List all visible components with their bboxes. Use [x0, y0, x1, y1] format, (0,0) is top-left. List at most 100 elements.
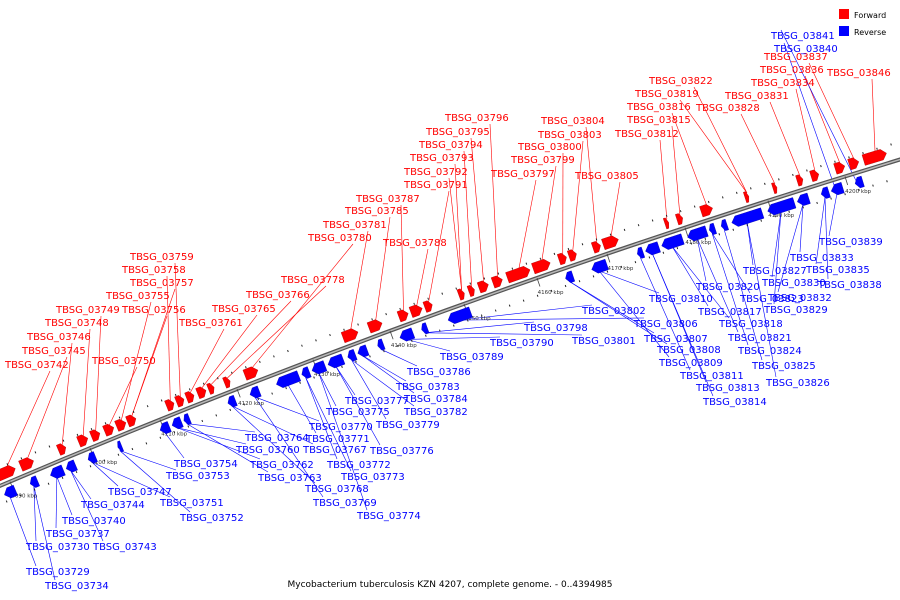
forward-gene-arrow: [847, 157, 860, 171]
minor-tick: [160, 399, 163, 402]
minor-tick: [764, 182, 766, 185]
reverse-leader-line: [459, 304, 593, 321]
minor-tick: [257, 397, 259, 401]
kbp-tick: [844, 176, 849, 186]
reverse-leader-line: [771, 210, 782, 278]
kbp-tick-label: 4100 kbp: [91, 460, 117, 466]
forward-leader-line: [871, 78, 876, 153]
forward-gene-label: TBSG_03800: [517, 142, 582, 153]
reverse-leader-line: [164, 432, 185, 459]
kbp-tick-label: 4090 kbp: [11, 493, 37, 499]
forward-gene-label: TBSG_03746: [26, 332, 91, 343]
minor-tick: [592, 275, 595, 278]
forward-gene-arrow: [56, 443, 67, 456]
reverse-gene-label: TBSG_03767: [302, 445, 367, 456]
reverse-gene-arrow: [50, 464, 66, 479]
legend: Forward Reverse: [839, 9, 886, 37]
legend-forward-swatch: [839, 9, 849, 19]
reverse-gene-label: TBSG_03773: [340, 472, 405, 483]
reverse-leader-line: [569, 281, 668, 345]
minor-tick: [146, 405, 149, 408]
minor-tick: [369, 355, 371, 358]
minor-tick: [441, 292, 444, 295]
reverse-gene-label: TBSG_03818: [718, 319, 783, 330]
minor-tick: [371, 318, 373, 321]
forward-gene-label: TBSG_03799: [510, 155, 575, 166]
minor-tick: [746, 224, 749, 227]
reverse-leader-line: [287, 383, 317, 434]
forward-leader-line: [428, 190, 450, 303]
forward-leader-line: [5, 370, 51, 469]
reverse-leader-line: [186, 423, 269, 473]
forward-leader-line: [795, 88, 816, 172]
reverse-leader-line: [119, 450, 191, 513]
forward-gene-arrow: [566, 249, 577, 262]
minor-tick: [245, 366, 247, 369]
minor-tick: [202, 382, 205, 385]
map-caption: Mycobacterium tuberculosis KZN 4207, com…: [287, 580, 612, 590]
forward-gene-label: TBSG_03797: [490, 169, 555, 180]
minor-tick: [750, 187, 752, 190]
reverse-gene-arrow: [87, 451, 98, 464]
minor-tick: [634, 261, 637, 264]
minor-tick: [357, 323, 359, 326]
forward-gene-label: TBSG_03837: [763, 52, 828, 63]
minor-tick: [89, 465, 92, 468]
reverse-gene-label: TBSG_03838: [817, 280, 882, 291]
reverse-leader-line: [186, 423, 256, 433]
minor-tick: [427, 297, 430, 300]
reverse-leader-line: [711, 233, 751, 294]
forward-gene-label: TBSG_03745: [21, 346, 86, 357]
minor-tick: [536, 294, 539, 297]
minor-tick: [704, 237, 707, 240]
minor-tick: [273, 355, 275, 358]
minor-tick: [862, 151, 864, 155]
forward-gene-label: TBSG_03805: [574, 171, 639, 182]
reverse-gene-arrow: [731, 207, 765, 227]
reverse-gene-label: TBSG_03827: [742, 266, 807, 277]
forward-gene-arrow: [833, 161, 846, 175]
forward-gene-arrow: [490, 275, 503, 289]
minor-tick: [230, 371, 233, 374]
minor-tick: [174, 393, 177, 397]
reverse-leader-line: [56, 476, 73, 516]
forward-gene-label: TBSG_03822: [648, 76, 713, 87]
forward-gene-arrow: [366, 319, 383, 334]
minor-tick: [329, 333, 331, 337]
forward-gene-arrow: [114, 418, 127, 432]
forward-gene-arrow: [422, 300, 433, 313]
minor-tick: [550, 289, 553, 292]
reverse-gene-arrow: [357, 344, 370, 358]
reverse-leader-line: [119, 450, 177, 471]
reverse-gene-label: TBSG_03770: [308, 422, 373, 433]
reverse-leader-line: [599, 270, 670, 358]
forward-leader-line: [693, 86, 748, 194]
minor-tick: [173, 430, 176, 434]
reverse-gene-label: TBSG_03760: [235, 445, 300, 456]
minor-tick: [145, 442, 148, 445]
reverse-gene-label: TBSG_03729: [25, 567, 90, 578]
forward-gene-label: TBSG_03812: [614, 129, 679, 140]
forward-leader-line: [400, 204, 404, 312]
reverse-gene-arrow: [276, 370, 302, 388]
reverse-gene-arrow: [637, 246, 646, 259]
forward-gene-label: TBSG_03759: [129, 252, 194, 263]
forward-gene-label: TBSG_03795: [425, 127, 490, 138]
forward-leader-line: [120, 301, 152, 421]
forward-leader-line: [416, 248, 429, 307]
reverse-leader-line: [9, 496, 37, 567]
forward-gene-label: TBSG_03742: [4, 360, 69, 371]
forward-gene-arrow: [476, 280, 489, 294]
reverse-gene-label: TBSG_03811: [679, 371, 744, 382]
reverse-gene-arrow: [830, 182, 845, 196]
reverse-gene-label: TBSG_03835: [805, 265, 870, 276]
minor-tick: [806, 169, 808, 172]
forward-gene-arrow: [0, 465, 16, 482]
minor-tick: [890, 143, 892, 146]
minor-tick: [131, 447, 134, 451]
minor-tick: [104, 422, 107, 425]
reverse-leader-line: [696, 238, 707, 282]
forward-gene-arrow: [795, 174, 804, 187]
forward-leader-line: [190, 328, 225, 393]
reverse-gene-arrow: [311, 360, 328, 375]
